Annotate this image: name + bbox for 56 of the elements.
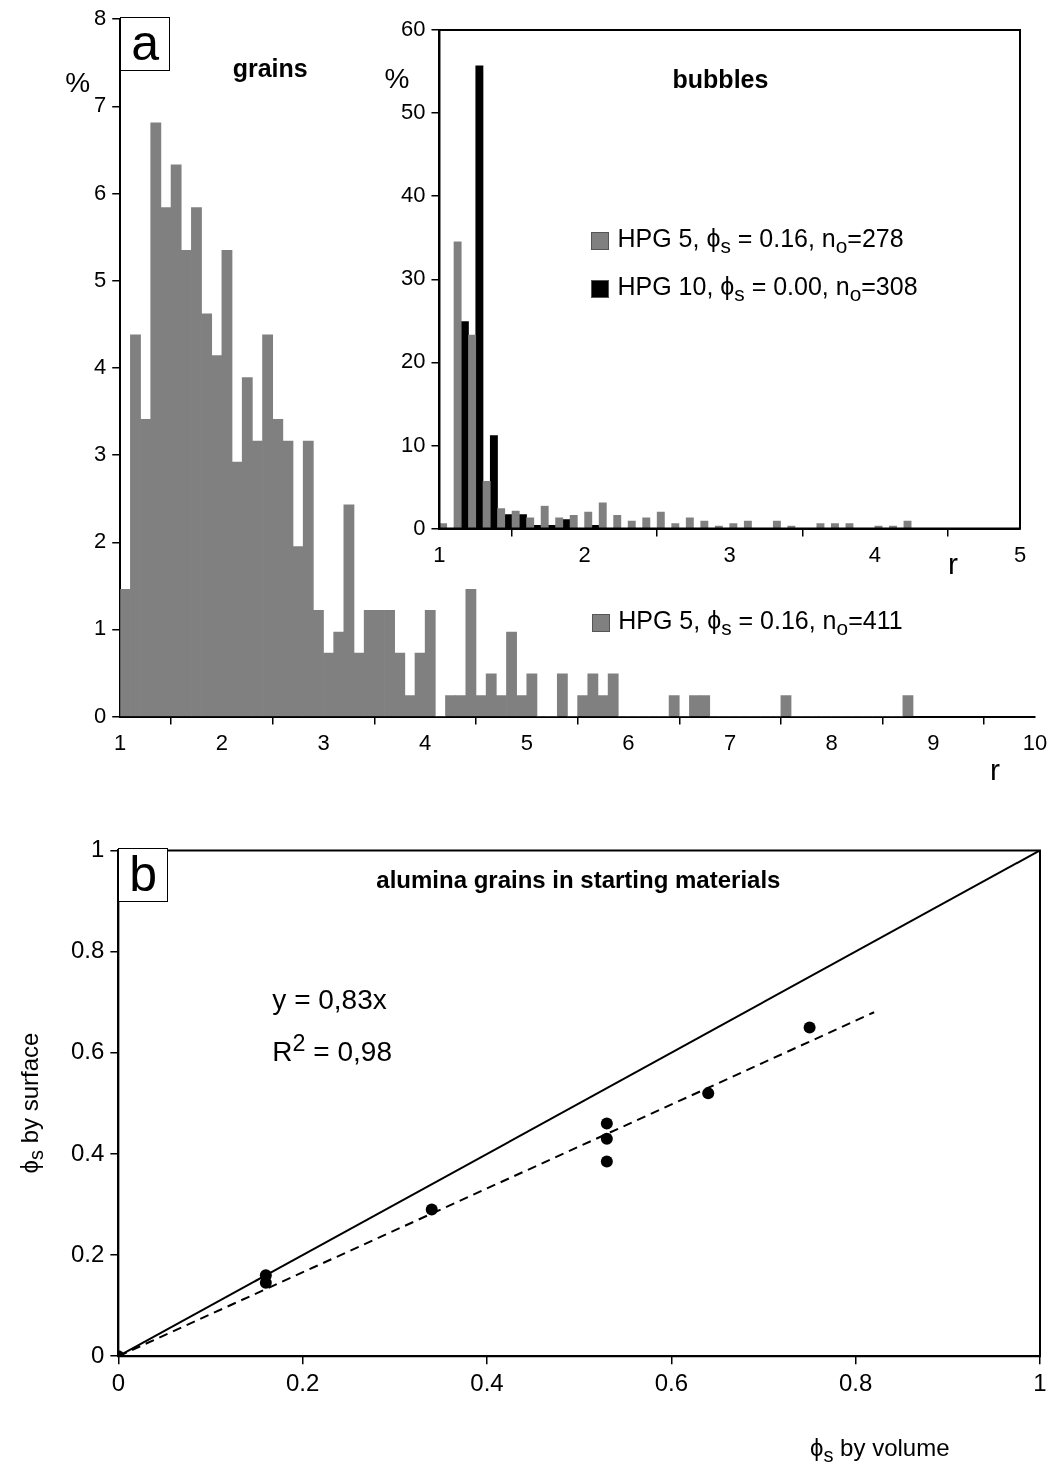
y-tick-label: 0.8 xyxy=(70,936,105,964)
annotation: b xyxy=(118,846,169,903)
x-tick-label: 6 xyxy=(622,729,635,755)
x-axis-title: r xyxy=(990,752,1000,786)
x-tick-label: 2 xyxy=(578,541,591,567)
x-tick-label: 3 xyxy=(317,729,330,755)
legend-label: HPG 5, ϕ$_{s}$ = 0.16, n$_{o}$=278 xyxy=(617,224,904,259)
x-tick-label: 3 xyxy=(723,541,736,567)
y-tick-label: 0 xyxy=(91,1340,105,1368)
x-tick-label: 0.6 xyxy=(654,1369,689,1397)
x-tick-label: 4 xyxy=(868,541,881,567)
y-tick-label: 4 xyxy=(93,353,107,379)
y-tick-label: 50 xyxy=(400,99,426,125)
x-tick-label: 8 xyxy=(825,729,838,755)
y-tick-label: 5 xyxy=(93,266,107,292)
y-tick-label: 7 xyxy=(93,92,107,118)
x-tick-label: 5 xyxy=(1013,541,1027,567)
text: bubbles xyxy=(672,65,769,93)
legend-label: HPG 5, ϕ$_{s}$ = 0.16, n$_{o}$=411 xyxy=(618,605,903,640)
x-tick-label: 1 xyxy=(433,541,446,567)
y-tick-label: 0.2 xyxy=(70,1239,105,1267)
text: alumina grains in starting materials xyxy=(376,866,781,894)
x-axis-title: ϕ$_{s}$ by volume xyxy=(810,1434,950,1466)
x-tick-label: 0 xyxy=(111,1369,126,1397)
y-tick-label: 3 xyxy=(93,441,107,467)
x-tick-label: 5 xyxy=(520,729,533,755)
y-tick-label: 1 xyxy=(91,835,105,863)
annotation: a xyxy=(120,15,171,72)
annotation: y = 0,83x xyxy=(272,984,387,1016)
y-tick-label: 10 xyxy=(400,431,426,457)
x-tick-label: 0.4 xyxy=(470,1369,504,1397)
legend-label: HPG 10, ϕ$_{s}$ = 0.00, n$_{o}$=308 xyxy=(617,272,918,307)
x-tick-label: 1 xyxy=(114,729,127,755)
y-axis-title: % xyxy=(65,67,91,99)
x-tick-label: 0.2 xyxy=(286,1369,320,1397)
x-tick-label: 9 xyxy=(927,729,940,755)
y-tick-label: 20 xyxy=(400,348,426,374)
text: grains xyxy=(232,54,308,83)
y-tick-label: 60 xyxy=(400,16,426,42)
y-axis-title: % xyxy=(384,63,410,94)
y-tick-label: 6 xyxy=(93,179,107,205)
x-tick-label: 1 xyxy=(1033,1369,1047,1397)
x-tick-label: 10 xyxy=(1022,729,1048,755)
y-tick-label: 8 xyxy=(93,5,107,31)
x-tick-label: 2 xyxy=(215,729,228,755)
x-tick-label: 0.8 xyxy=(838,1369,873,1397)
y-tick-label: 0.4 xyxy=(70,1138,105,1166)
y-tick-label: 40 xyxy=(400,182,426,208)
x-tick-label: 7 xyxy=(723,729,737,755)
x-axis-title: r xyxy=(948,546,958,580)
y-tick-label: 1 xyxy=(93,615,107,641)
y-tick-label: 0.6 xyxy=(70,1037,105,1065)
annotation: R$^{2}$ = 0,98 xyxy=(272,1030,392,1068)
y-tick-label: 0 xyxy=(93,702,107,728)
y-tick-label: 30 xyxy=(400,265,426,291)
y-tick-label: 0 xyxy=(413,514,426,540)
